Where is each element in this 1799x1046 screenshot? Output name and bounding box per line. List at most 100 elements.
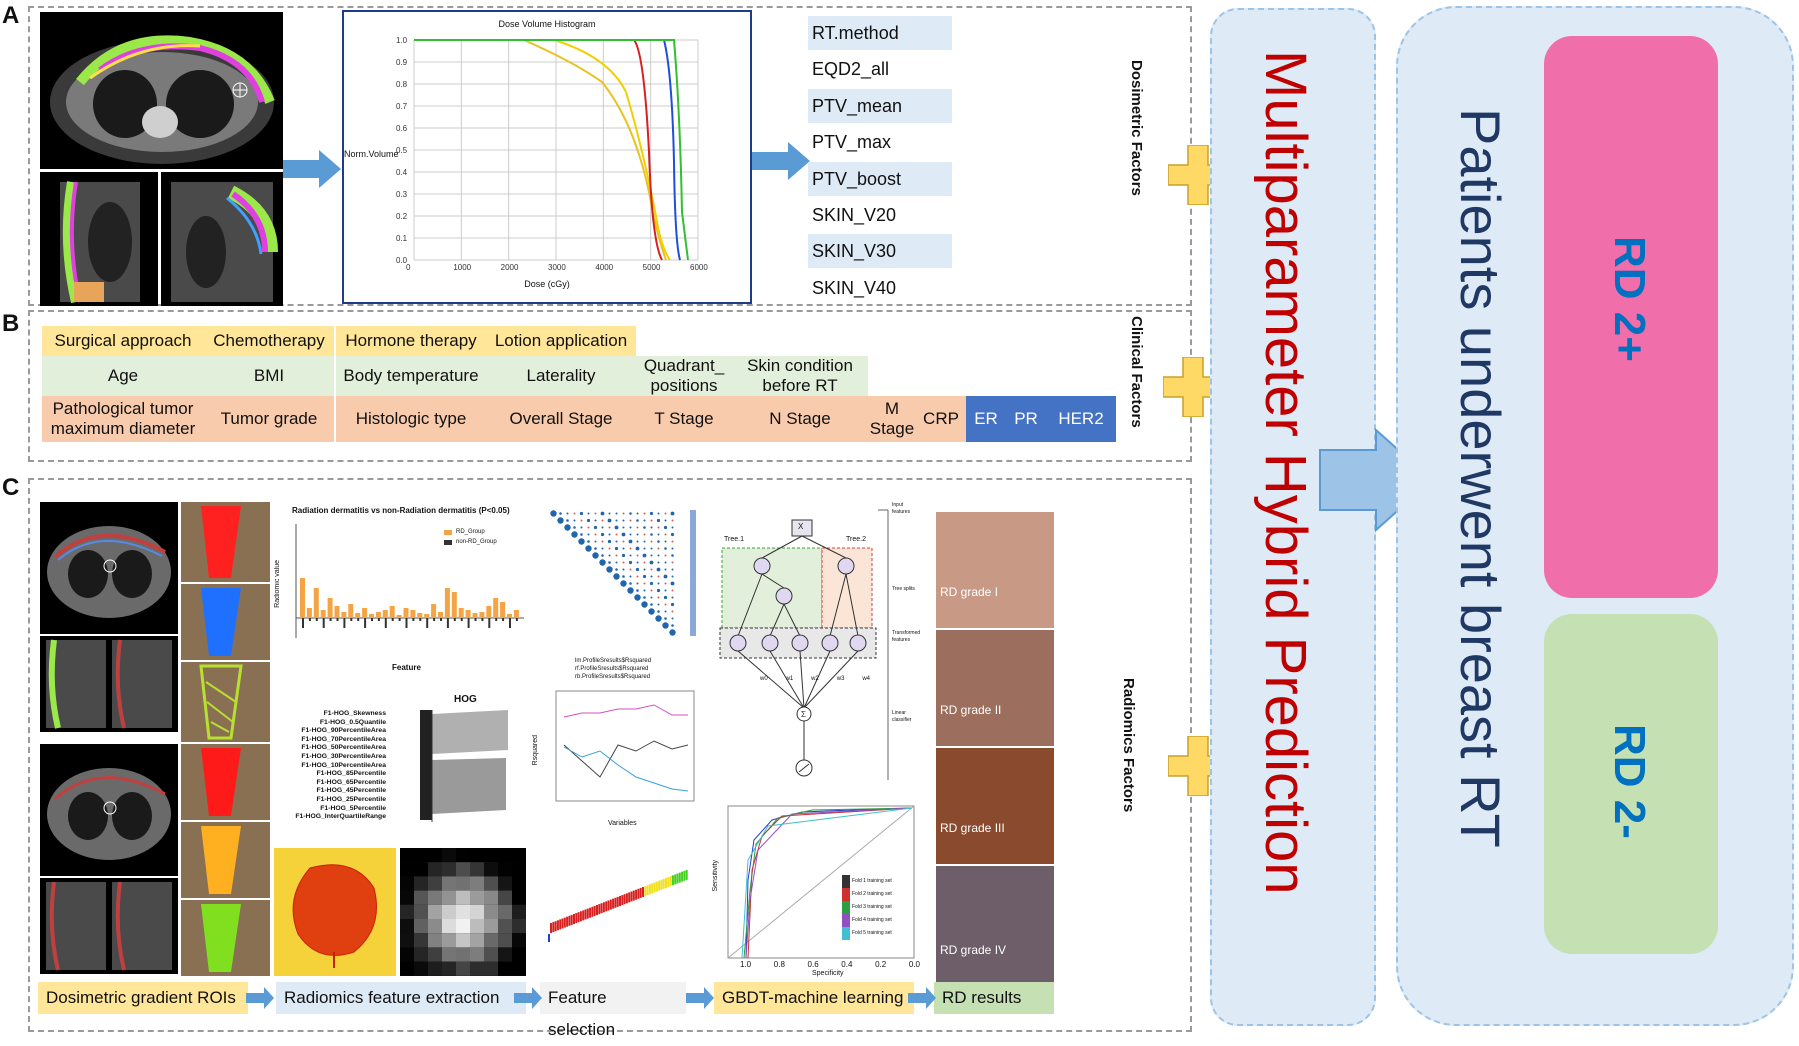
pixel-cell — [512, 961, 526, 976]
corr-dot — [643, 596, 646, 599]
pixel-cell — [442, 933, 456, 948]
corr-dot — [620, 580, 627, 587]
dvh-ytick: 0.6 — [396, 124, 408, 133]
clinical-factor-cell: Hormone therapy — [336, 326, 486, 356]
feature-boxplot — [540, 848, 700, 966]
corr-dot — [656, 567, 661, 572]
corr-dot — [580, 533, 583, 536]
svg-text:Σ: Σ — [801, 710, 806, 719]
radiomic-bar — [389, 606, 395, 618]
corr-dot — [664, 568, 667, 571]
pixel-cell — [414, 848, 428, 863]
corr-dot — [642, 553, 647, 558]
bar-chart-ylabel: Radiomic value — [274, 560, 281, 608]
pixel-cell — [512, 947, 526, 962]
corr-dot — [636, 512, 639, 515]
rsquared-line-chart: lm.ProfileSresults$Rsquared rf.ProfileSr… — [520, 655, 700, 830]
radiomic-bar — [300, 578, 305, 618]
radiomic-bar — [369, 614, 374, 618]
roc-xticks: 1.0 0.8 0.6 0.4 0.2 0.0 — [740, 960, 920, 969]
pixel-cell — [470, 919, 484, 934]
corr-dot — [622, 547, 625, 550]
corr-dot — [650, 589, 653, 592]
radiomic-bar-nonrd — [315, 618, 318, 621]
radiomic-bar — [355, 613, 361, 618]
corr-dot — [657, 575, 660, 578]
feature-box-outlier — [548, 934, 550, 942]
corr-dot — [622, 540, 625, 543]
corr-dot — [613, 573, 620, 580]
clinical-factor-cell: Body temperature — [336, 356, 486, 396]
roi-green-mesh — [181, 662, 270, 742]
feature-box — [676, 873, 679, 884]
pixel-cell — [428, 961, 442, 976]
pixel-cell — [470, 933, 484, 948]
radiomic-bar — [417, 613, 423, 618]
pixel-cell — [442, 890, 456, 905]
corr-dot — [621, 532, 626, 537]
corr-dot — [615, 540, 618, 543]
dvh-xtick: 5000 — [643, 263, 661, 272]
corr-dot — [600, 511, 605, 516]
radiomic-bar-nonrd — [481, 618, 484, 621]
corr-dot — [608, 533, 611, 536]
feature-box — [637, 888, 640, 899]
weight-w4: w4 — [862, 676, 870, 682]
pixel-cell — [512, 876, 526, 891]
corr-colorbar — [690, 510, 696, 636]
radiomic-bar-nonrd — [440, 618, 442, 621]
pixel-cell — [400, 919, 414, 934]
corr-dot — [657, 582, 660, 585]
dvh-xtick: 2000 — [501, 263, 519, 272]
correlation-matrix — [542, 502, 702, 642]
corr-dot — [608, 526, 611, 529]
roc-legend-item: Fold 3 training set — [842, 901, 912, 914]
clinical-factor-cell: ER — [966, 396, 1006, 442]
dvh-ytick: 0.9 — [396, 58, 408, 67]
corr-dot — [622, 575, 625, 578]
corr-dot — [636, 582, 639, 585]
radiomic-bar — [431, 604, 437, 618]
feature-box — [559, 919, 562, 930]
pixel-cell — [428, 876, 442, 891]
feature-box — [614, 897, 617, 908]
hog-feature-label: F1-HOG_InterQuartileRange — [295, 813, 386, 821]
radiomic-bar — [334, 606, 340, 618]
tree-side-splits: Tree splits — [892, 586, 915, 592]
feature-box — [579, 911, 582, 922]
corr-dot — [650, 575, 653, 578]
corr-dot — [657, 603, 660, 606]
corr-dot — [621, 553, 626, 558]
feature-box — [602, 902, 605, 913]
rd2plus-label: RD 2+ — [1605, 236, 1654, 362]
corr-dot — [671, 519, 674, 522]
corr-dot — [657, 610, 660, 613]
pixel-cell — [414, 919, 428, 934]
corr-dot — [650, 547, 653, 550]
rd-grade-label: RD grade II — [940, 703, 1002, 717]
radiomic-bar-nonrd — [433, 618, 436, 621]
pixel-cell — [456, 947, 470, 962]
corr-dot — [643, 526, 646, 529]
hog-feature-label: F1-HOG_50PercentileArea — [301, 744, 386, 752]
dvh-ytick: 0.5 — [396, 146, 408, 155]
feature-box — [616, 896, 619, 907]
pipeline-arrow-4 — [908, 987, 936, 1009]
corr-dot — [636, 519, 639, 522]
rd-grade-photo: RD grade II — [936, 630, 1054, 746]
feature-box — [550, 923, 552, 933]
corr-dot — [657, 533, 660, 536]
corr-dot — [566, 512, 569, 515]
radiomics-factors-label: Radiomics Factors — [1120, 678, 1137, 813]
corr-dot — [594, 519, 597, 522]
radiomic-bar-nonrd — [371, 618, 373, 621]
corr-dot — [663, 574, 668, 579]
corr-dot — [601, 519, 604, 522]
dosimetric-item: PTV_mean — [808, 88, 952, 123]
radiomic-bar — [444, 588, 450, 618]
feature-box — [591, 906, 594, 917]
pixel-cell — [512, 890, 526, 905]
corr-dot — [650, 554, 653, 557]
rd-grade-photo: RD grade I — [936, 512, 1054, 628]
corr-dot — [628, 539, 633, 544]
